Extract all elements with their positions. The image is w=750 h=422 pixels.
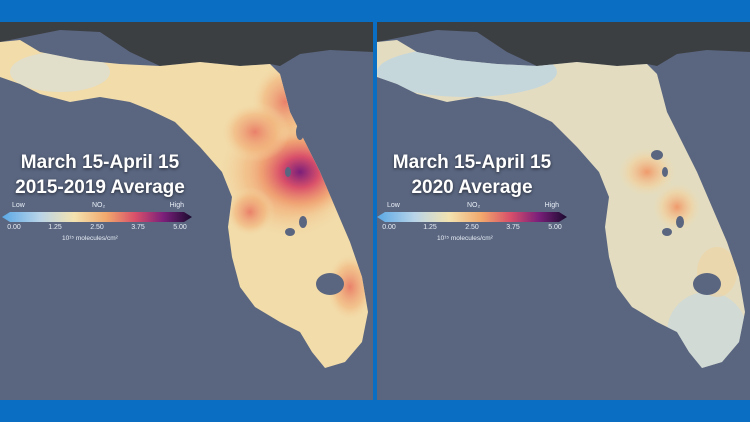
legend-ticks: 0.00 1.25 2.50 3.75 5.00 (2, 224, 192, 234)
legend-ticks: 0.00 1.25 2.50 3.75 5.00 (377, 224, 567, 234)
neighboring-states-land (0, 22, 373, 66)
no2-color-legend: Low NO₂ High 0.00 1.25 2.50 3.75 5.00 10… (377, 202, 567, 252)
lake (296, 124, 304, 140)
lake-okeechobee (316, 273, 344, 295)
legend-color-bar (2, 212, 192, 222)
panel-title: March 15-April 15 2020 Average (387, 150, 557, 200)
legend-color-bar (377, 212, 567, 222)
florida-no2-map-2015-2019 (0, 22, 373, 400)
top-color-band (0, 0, 750, 22)
legend-low-label: Low (387, 202, 400, 209)
title-period: 2020 Average (411, 177, 533, 198)
legend-high-label: High (544, 202, 559, 209)
bottom-color-band (0, 400, 750, 422)
lake-okeechobee (693, 273, 721, 295)
legend-pollutant-label: NO₂ (467, 202, 481, 209)
map-panel-2015-2019: March 15-April 15 2015-2019 Average Low … (0, 22, 373, 400)
legend-pollutant-label: NO₂ (92, 202, 106, 209)
panel-title: March 15-April 15 2015-2019 Average (10, 150, 190, 200)
title-date-range: March 15-April 15 (20, 152, 180, 173)
legend-tick-label: 1.25 (423, 224, 437, 231)
lake (285, 167, 291, 177)
legend-unit: 10¹⁵ molecules/cm² (437, 235, 493, 242)
lake (299, 216, 307, 228)
legend-tick-label: 5.00 (548, 224, 562, 231)
map-panel-2020: March 15-April 15 2020 Average Low NO₂ H… (377, 22, 750, 400)
no2-color-legend: Low NO₂ High 0.00 1.25 2.50 3.75 (2, 202, 192, 252)
neighboring-states-land (377, 22, 750, 66)
legend-tick-label: 3.75 (506, 224, 520, 231)
legend-unit: 10¹⁵ molecules/cm² (62, 235, 118, 242)
title-period: 2015-2019 Average (15, 177, 185, 198)
lake (662, 228, 672, 236)
legend-tick-label: 0.00 (382, 224, 396, 231)
lake (662, 167, 668, 177)
legend-tick-label: 2.50 (465, 224, 479, 231)
legend-tick-label: 3.75 (131, 224, 145, 231)
lake (651, 150, 663, 160)
florida-no2-map-2020 (377, 22, 750, 400)
legend-tick-label: 0.00 (7, 224, 21, 231)
title-date-range: March 15-April 15 (392, 152, 552, 173)
legend-high-label: High (169, 202, 184, 209)
legend-tick-label: 2.50 (90, 224, 104, 231)
lake (676, 216, 684, 228)
panel-divider (373, 22, 377, 400)
legend-tick-label: 1.25 (48, 224, 62, 231)
lake (285, 228, 295, 236)
legend-low-label: Low (12, 202, 25, 209)
legend-tick-label: 5.00 (173, 224, 187, 231)
